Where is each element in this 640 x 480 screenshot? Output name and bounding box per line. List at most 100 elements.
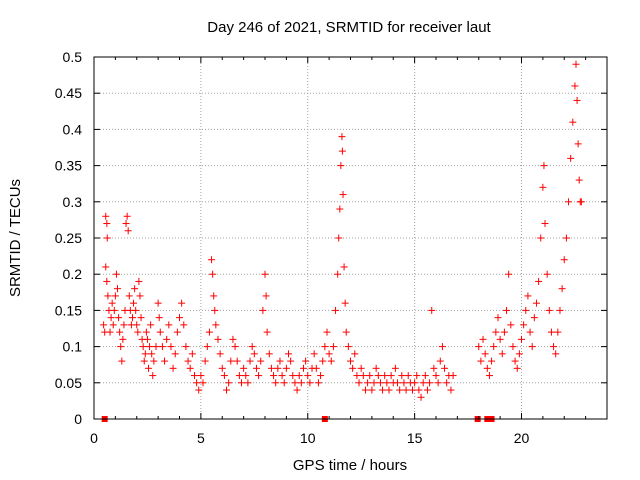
data-point	[117, 343, 125, 351]
data-point	[355, 379, 363, 387]
data-point	[347, 357, 354, 365]
data-point	[173, 328, 181, 336]
data-point	[312, 364, 320, 372]
data-point	[353, 372, 361, 380]
data-point	[515, 350, 523, 358]
data-point	[387, 372, 395, 380]
data-point	[571, 82, 579, 90]
data-point	[195, 386, 203, 394]
data-point	[136, 292, 144, 300]
data-point	[518, 335, 525, 343]
data-point	[171, 350, 179, 358]
data-point	[490, 343, 498, 351]
data-point	[408, 386, 416, 394]
data-point	[577, 198, 585, 206]
data-point	[443, 379, 451, 387]
x-axis-title: GPS time / hours	[293, 457, 407, 474]
data-point	[477, 357, 485, 365]
data-point	[120, 321, 128, 329]
data-point	[108, 299, 116, 307]
data-point	[182, 343, 190, 351]
data-point	[449, 372, 457, 380]
data-point	[334, 270, 342, 278]
data-point	[276, 357, 284, 365]
data-point	[368, 386, 376, 394]
data-point	[250, 350, 258, 358]
data-point	[114, 285, 122, 293]
data-point	[161, 357, 169, 365]
data-point	[337, 162, 345, 170]
data-point	[248, 343, 256, 351]
data-point	[349, 364, 357, 372]
data-point	[436, 357, 444, 365]
data-point	[492, 328, 500, 336]
data-point	[112, 270, 120, 278]
y-axis-title: SRMTID / TECUs	[7, 179, 24, 297]
data-point	[513, 364, 521, 372]
data-point	[209, 270, 217, 278]
data-point	[102, 212, 110, 220]
data-point	[323, 328, 331, 336]
data-point	[574, 140, 582, 148]
y-tick-label: 0.35	[55, 158, 82, 174]
data-point	[498, 350, 506, 358]
data-point	[265, 350, 273, 358]
data-point	[201, 357, 209, 365]
data-point	[142, 328, 150, 336]
data-point	[111, 292, 119, 300]
data-point	[532, 299, 540, 307]
data-point	[413, 372, 421, 380]
data-point	[321, 343, 329, 351]
data-point	[184, 357, 192, 365]
data-point	[287, 357, 295, 365]
data-point	[223, 386, 231, 394]
data-point	[357, 364, 365, 372]
data-point	[398, 372, 406, 380]
data-point	[293, 386, 301, 394]
data-point	[188, 350, 196, 358]
data-point	[214, 335, 222, 343]
data-point	[488, 357, 496, 365]
data-point	[304, 372, 312, 380]
data-point	[150, 357, 158, 365]
data-point	[178, 299, 186, 307]
data-point	[338, 147, 346, 155]
x-tick-label: 0	[90, 430, 98, 446]
data-point	[133, 321, 141, 329]
data-point	[156, 328, 164, 336]
data-point	[107, 314, 115, 322]
data-point	[193, 379, 201, 387]
data-point	[233, 357, 241, 365]
data-point	[394, 379, 402, 387]
data-point	[225, 379, 233, 387]
data-point	[556, 306, 564, 314]
data-point	[115, 314, 123, 322]
data-point	[257, 357, 265, 365]
data-point	[146, 343, 154, 351]
data-point	[494, 314, 502, 322]
data-point	[125, 292, 133, 300]
data-point	[186, 364, 194, 372]
data-point	[104, 292, 112, 300]
data-point	[135, 277, 143, 285]
data-point	[325, 350, 333, 358]
data-point	[400, 379, 408, 387]
data-point	[526, 328, 534, 336]
data-point	[122, 220, 130, 228]
data-points	[100, 60, 585, 422]
data-point	[438, 343, 446, 351]
data-point	[123, 212, 131, 220]
x-tick-label: 20	[514, 430, 530, 446]
data-point	[131, 285, 139, 293]
data-point	[291, 379, 299, 387]
data-point	[110, 306, 118, 314]
data-point	[280, 379, 288, 387]
data-point	[103, 220, 111, 228]
data-point	[140, 357, 148, 365]
y-tick-label: 0.25	[55, 230, 82, 246]
data-point	[569, 118, 577, 126]
data-point	[503, 306, 511, 314]
data-point	[509, 343, 517, 351]
data-point	[130, 299, 138, 307]
data-point	[479, 335, 487, 343]
